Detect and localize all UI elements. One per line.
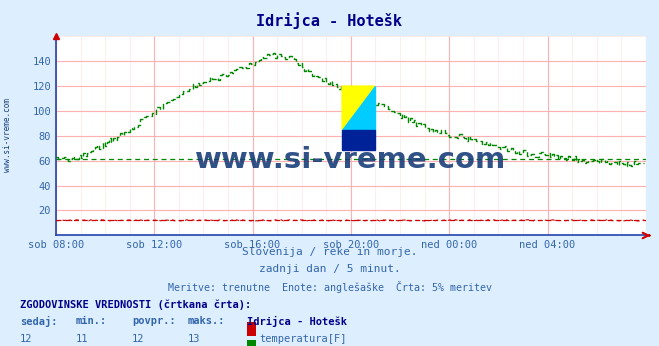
Text: sedaj:: sedaj: xyxy=(20,316,57,327)
Bar xyxy=(342,130,374,149)
Text: www.si-vreme.com: www.si-vreme.com xyxy=(3,98,13,172)
Text: 13: 13 xyxy=(188,334,200,344)
Text: min.:: min.: xyxy=(76,316,107,326)
Text: 12: 12 xyxy=(132,334,144,344)
Text: temperatura[F]: temperatura[F] xyxy=(259,334,347,344)
Text: Slovenija / reke in morje.: Slovenija / reke in morje. xyxy=(242,247,417,257)
Text: zadnji dan / 5 minut.: zadnji dan / 5 minut. xyxy=(258,264,401,274)
Text: www.si-vreme.com: www.si-vreme.com xyxy=(195,146,507,174)
Text: Meritve: trenutne  Enote: anglešaške  Črta: 5% meritev: Meritve: trenutne Enote: anglešaške Črta… xyxy=(167,281,492,293)
Text: Idrijca - Hotešk: Idrijca - Hotešk xyxy=(256,12,403,29)
Text: maks.:: maks.: xyxy=(188,316,225,326)
Text: povpr.:: povpr.: xyxy=(132,316,175,326)
Text: ZGODOVINSKE VREDNOSTI (črtkana črta):: ZGODOVINSKE VREDNOSTI (črtkana črta): xyxy=(20,299,251,310)
Polygon shape xyxy=(342,86,374,130)
Polygon shape xyxy=(342,86,374,130)
Text: 12: 12 xyxy=(20,334,32,344)
Text: Idrijca - Hotešk: Idrijca - Hotešk xyxy=(247,316,347,327)
Text: 11: 11 xyxy=(76,334,88,344)
